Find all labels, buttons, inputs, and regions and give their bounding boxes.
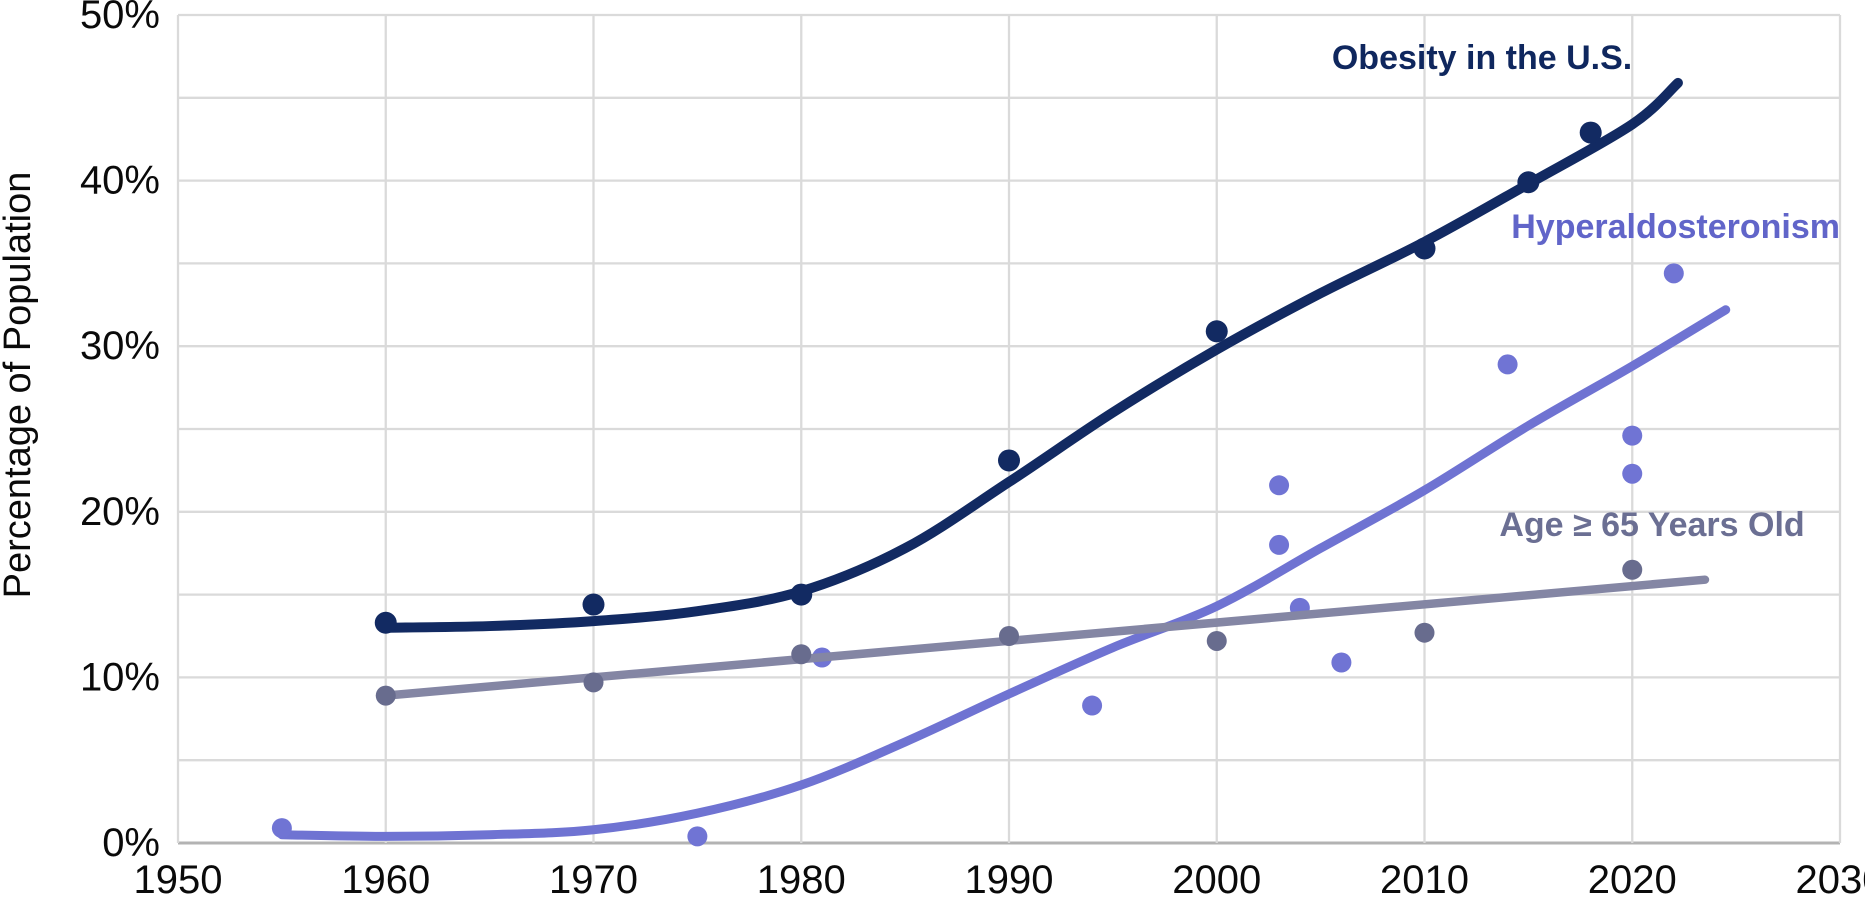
series-label-age-65-years-old: Age ≥ 65 Years Old — [1499, 506, 1804, 544]
data-point-obesity-in-the-u-s — [1413, 237, 1436, 260]
series-hyperaldosteronism: Hyperaldosteronism — [271, 208, 1840, 847]
x-tick-label: 2010 — [1380, 858, 1469, 902]
data-point-age-65-years-old — [1414, 622, 1435, 643]
series-layer: Hyperaldosteronism Age ≥ 65 Years Old Obes… — [271, 39, 1840, 847]
data-point-obesity-in-the-u-s — [1205, 320, 1228, 343]
data-point-age-65-years-old — [375, 685, 396, 706]
data-point-age-65-years-old — [1206, 630, 1227, 651]
series-obesity-in-the-u-s: Obesity in the U.S. — [374, 39, 1683, 634]
gridlines-layer — [176, 13, 1842, 845]
x-tick-label: 2020 — [1588, 858, 1677, 902]
data-point-hyperaldosteronism — [1622, 463, 1643, 484]
data-point-obesity-in-the-u-s — [1517, 171, 1540, 194]
data-point-hyperaldosteronism — [1663, 263, 1684, 284]
y-tick-label: 30% — [80, 324, 160, 368]
y-tick-label: 0% — [102, 821, 160, 865]
data-point-hyperaldosteronism — [1269, 475, 1290, 496]
data-point-obesity-in-the-u-s — [374, 611, 397, 634]
x-tick-label: 1960 — [341, 858, 430, 902]
data-point-age-65-years-old — [1622, 559, 1643, 580]
x-tick-label: 1990 — [965, 858, 1054, 902]
data-point-hyperaldosteronism — [1331, 652, 1352, 673]
x-tick-label: 1950 — [134, 858, 223, 902]
data-point-obesity-in-the-u-s — [998, 449, 1020, 472]
data-point-obesity-in-the-u-s — [790, 583, 813, 606]
x-tick-label: 2000 — [1172, 858, 1261, 902]
y-tick-label: 40% — [80, 159, 160, 203]
series-age-65-years-old: Age ≥ 65 Years Old — [375, 506, 1805, 706]
trend-line-obesity-in-the-u-s — [380, 77, 1683, 633]
data-point-obesity-in-the-u-s — [582, 593, 605, 616]
y-axis-title: Percentage of Population — [0, 172, 39, 599]
data-point-hyperaldosteronism — [1622, 425, 1643, 446]
data-point-age-65-years-old — [583, 672, 604, 693]
data-point-hyperaldosteronism — [687, 826, 708, 847]
y-tick-label: 10% — [80, 655, 160, 699]
x-tick-label: 1970 — [549, 858, 638, 902]
data-point-age-65-years-old — [791, 644, 812, 665]
trend-line-age-65-years-old — [381, 575, 1710, 700]
data-point-hyperaldosteronism — [1269, 534, 1290, 555]
data-point-age-65-years-old — [999, 626, 1019, 646]
data-point-hyperaldosteronism — [1082, 695, 1103, 716]
data-point-hyperaldosteronism — [271, 818, 292, 839]
data-point-obesity-in-the-u-s — [1579, 121, 1602, 144]
series-label-hyperaldosteronism: Hyperaldosteronism — [1511, 208, 1840, 246]
y-tick-label: 20% — [80, 490, 160, 534]
data-point-hyperaldosteronism — [1497, 354, 1518, 375]
series-label-obesity-in-the-u-s: Obesity in the U.S. — [1332, 39, 1632, 77]
trend-line-hyperaldosteronism — [277, 305, 1731, 841]
x-tick-label: 1980 — [757, 858, 846, 902]
y-tick-label: 50% — [80, 0, 160, 37]
